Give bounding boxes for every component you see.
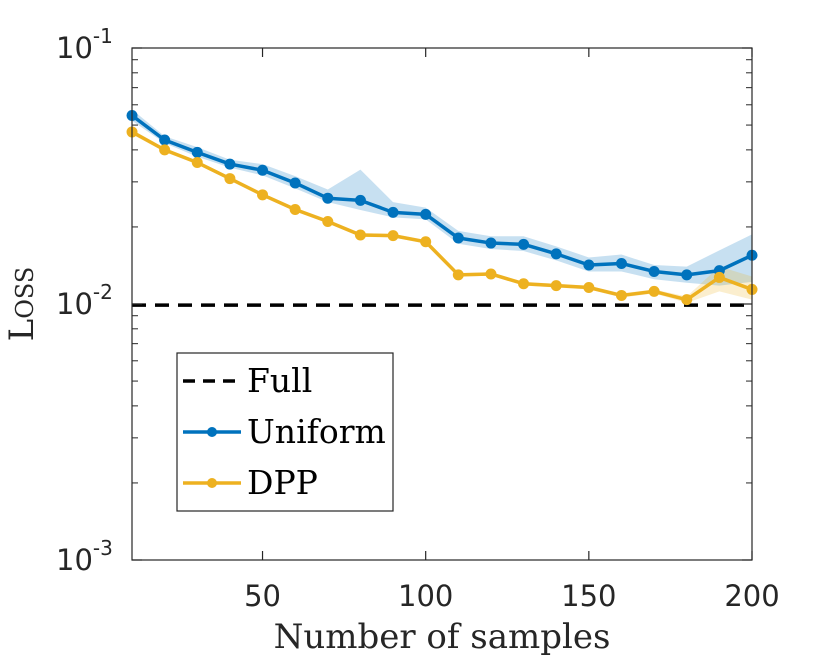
confidence-bands [132,109,752,303]
uniform-point [322,192,334,204]
uniform-line [130,114,753,277]
x-tick-label: 200 [724,579,779,613]
dpp-point [191,157,203,169]
x-tick-label: 50 [244,579,281,613]
y-tick-label-exponent: -2 [93,280,113,304]
dpp-point [420,236,432,248]
dpp-point [322,216,334,228]
y-tick-label-base: 10 [56,31,93,65]
dpp-point [452,269,464,281]
legend-uniform-marker [207,427,217,437]
y-tick-label: 10-1 [56,24,113,65]
dpp-point [354,229,366,241]
dpp-point [224,173,236,185]
dpp-point [159,144,171,156]
dpp-point [615,289,627,301]
dpp-point [257,189,269,201]
y-tick-label-exponent: -1 [93,24,113,48]
legend-dpp-marker [207,478,217,488]
series-lines [126,109,758,307]
uniform-point [289,177,301,189]
uniform-band [132,109,752,286]
uniform-point [224,158,236,170]
y-tick-label-exponent: -3 [93,536,113,560]
dpp-point [550,280,562,292]
dpp-point [583,281,595,293]
dpp-point [681,294,693,306]
legend: Full Uniform DPP [176,352,394,512]
x-tick-label: 100 [398,579,453,613]
dpp-point [289,203,301,215]
uniform-point [615,257,627,269]
uniform-point [420,208,432,220]
uniform-point [550,248,562,260]
dpp-point [518,278,530,290]
legend-full-label: Full [247,361,312,400]
dpp-point [387,230,399,242]
y-tick-label: 10-2 [56,280,113,321]
y-tick-label: 10-3 [56,536,113,577]
dpp-point [485,268,497,280]
x-axis-label: Number of samples [274,617,611,657]
uniform-point [257,164,269,176]
uniform-point [648,265,660,277]
uniform-point [452,232,464,244]
uniform-point [518,238,530,250]
dpp-point [713,271,725,283]
uniform-point [681,269,693,281]
uniform-point [485,237,497,249]
y-axis-label: Loss [2,267,42,342]
y-tick-label-base: 10 [56,287,93,321]
uniform-point [354,194,366,206]
uniform-point [387,206,399,218]
legend-dpp-label: DPP [247,463,318,502]
legend-uniform-label: Uniform [247,412,386,451]
uniform-point [191,146,203,158]
dpp-point [648,285,660,297]
uniform-point [159,134,171,146]
y-tick-label-base: 10 [56,543,93,577]
minor-ticks [132,59,752,484]
x-tick-label: 150 [561,579,616,613]
uniform-point [583,259,595,271]
